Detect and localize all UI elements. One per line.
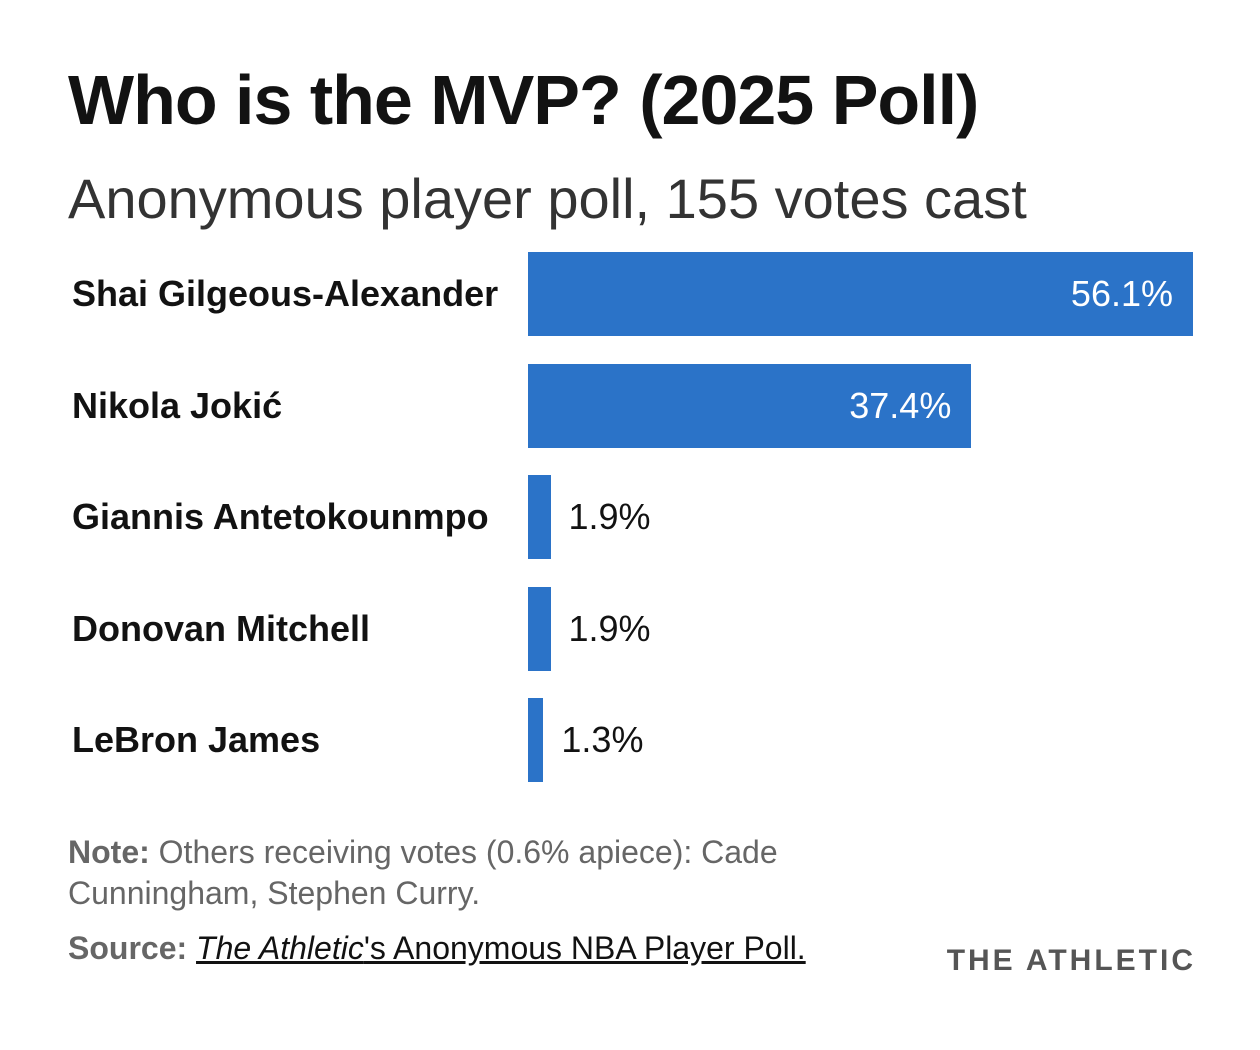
bar-label: Giannis Antetokounmpo	[72, 496, 489, 537]
source-rest: 's Anonymous NBA Player Poll.	[363, 930, 806, 966]
bar-value-label: 1.9%	[568, 607, 651, 649]
chart-source: Source: The Athletic's Anonymous NBA Pla…	[68, 930, 806, 967]
chart-title: Who is the MVP? (2025 Poll)	[68, 61, 979, 139]
bar-label: LeBron James	[72, 719, 321, 760]
note-label: Note:	[68, 834, 150, 870]
source-publication: The Athletic	[196, 930, 364, 966]
bar	[528, 475, 551, 559]
bar-chart: Shai Gilgeous-Alexander 56.1% Nikola Jokić…	[0, 240, 1260, 810]
bar-label: Shai Gilgeous-Alexander	[72, 273, 499, 314]
chart-subtitle: Anonymous player poll, 155 votes cast	[68, 167, 1027, 230]
bar	[528, 586, 551, 671]
chart-note: Note: Others receiving votes (0.6% apiec…	[68, 832, 888, 914]
bar-label: Donovan Mitchell	[72, 607, 371, 649]
note-text: Others receiving votes (0.6% apiece): Ca…	[68, 834, 778, 911]
bar	[528, 252, 1193, 336]
bar-label: Nikola Jokić	[72, 384, 283, 426]
source-label: Source:	[68, 930, 188, 966]
bar-value-label: 56.1%	[1070, 273, 1173, 314]
bar-value-label: 37.4%	[849, 384, 952, 426]
bar	[528, 363, 972, 448]
bar-value-label: 1.9%	[568, 496, 651, 537]
bar-value-label: 1.3%	[561, 719, 644, 760]
bar	[528, 698, 544, 782]
source-link[interactable]: The Athletic's Anonymous NBA Player Poll…	[196, 930, 806, 966]
brand-logo: THE ATHLETIC	[946, 944, 1196, 977]
